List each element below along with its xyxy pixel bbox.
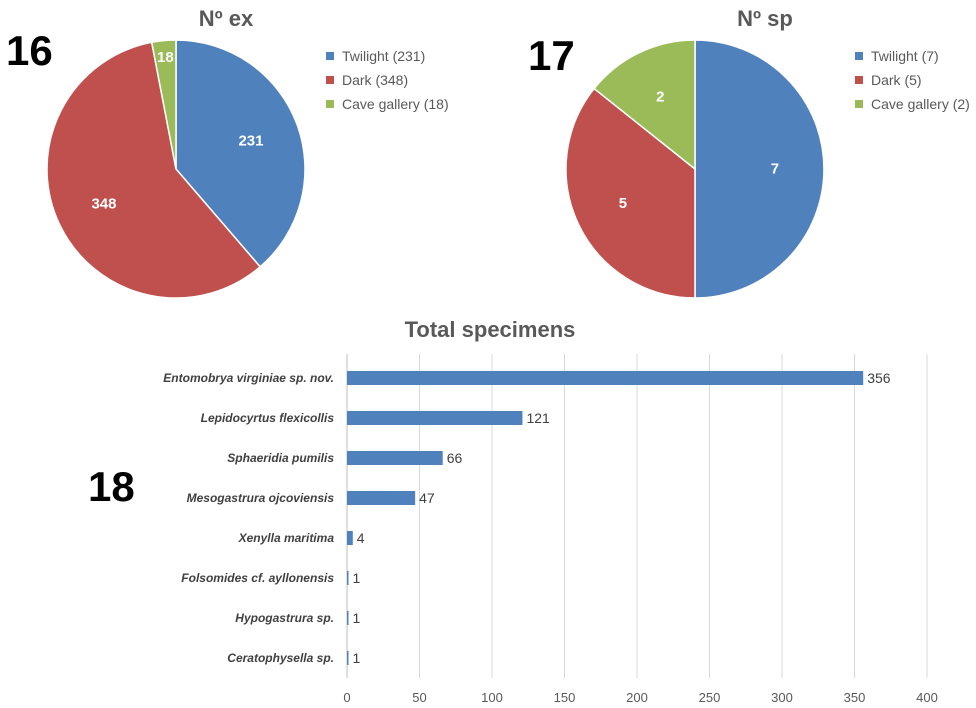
category-label: Sphaeridia pumilis: [227, 451, 334, 465]
bar-hypogastrura-sp: [347, 611, 349, 625]
x-tick-label: 100: [481, 690, 503, 705]
pie-data-label-twilight: 7: [771, 161, 779, 178]
legend-swatch-dark: [326, 76, 334, 84]
bar-data-label: 1: [352, 610, 360, 626]
pie-slice-cave-gallery: [150, 39, 177, 170]
bar-sphaeridia-pumilis: [347, 451, 443, 465]
pie1-title: Nº ex: [198, 6, 254, 31]
pie-data-label-twilight: 231: [238, 133, 263, 150]
legend-swatch-dark: [855, 76, 863, 84]
bar-data-label: 1: [352, 650, 360, 666]
x-tick-label: 250: [699, 690, 721, 705]
legend-item-dark: Dark (348): [326, 68, 449, 92]
legend-swatch-cave-gallery: [326, 100, 334, 108]
pie-data-label-cave-gallery: 2: [656, 88, 664, 105]
legend-label: Dark (348): [342, 72, 409, 88]
legend-label: Dark (5): [871, 72, 922, 88]
bar-data-label: 356: [867, 370, 891, 386]
pie-slice-cave-gallery: [593, 39, 696, 171]
bar-entomobrya-virginiae-sp-nov: [347, 371, 864, 385]
category-label: Mesogastrura ojcoviensis: [187, 491, 335, 505]
bar-lepidocyrtus-flexicollis: [347, 411, 523, 425]
legend-swatch-twilight: [326, 52, 334, 60]
legend-item-twilight: Twilight (231): [326, 44, 449, 68]
pie-slice-twilight: [175, 39, 306, 268]
bar-data-label: 66: [447, 450, 463, 466]
category-label: Entomobrya virginiae sp. nov.: [163, 371, 334, 385]
legend-item-dark: Dark (5): [855, 68, 970, 92]
x-tick-label: 150: [554, 690, 576, 705]
figure-label-16: 16: [6, 27, 53, 74]
category-label: Lepidocyrtus flexicollis: [201, 411, 335, 425]
bar-data-label: 121: [526, 410, 550, 426]
category-label: Hypogastrura sp.: [235, 611, 334, 625]
bar-ceratophysella-sp: [347, 651, 349, 665]
pie-slice-dark: [46, 41, 262, 299]
pie-chart-1: 231 348 18: [46, 39, 306, 299]
pie1-legend: Twilight (231) Dark (348) Cave gallery (…: [326, 44, 449, 116]
bar-data-label: 4: [357, 530, 365, 546]
x-tick-label: 400: [916, 690, 938, 705]
category-label: Ceratophysella sp.: [227, 651, 334, 665]
legend-label: Cave gallery (18): [342, 96, 449, 112]
bar-folsomides-cf-ayllonensis: [347, 571, 349, 585]
bar-xenylla-maritima: [347, 531, 353, 545]
bar-data-label: 47: [419, 490, 435, 506]
legend-item-twilight: Twilight (7): [855, 44, 970, 68]
pie-chart-2: 7 5 2: [565, 39, 825, 299]
legend-label: Twilight (7): [871, 48, 939, 64]
pie-data-label-dark: 5: [619, 195, 627, 212]
x-tick-label: 0: [343, 690, 350, 705]
x-tick-label: 350: [844, 690, 866, 705]
bar-chart: 0 50 100 150 200 250 300 350 400 Entomobrya virgi…: [163, 354, 938, 705]
x-tick-label: 300: [771, 690, 793, 705]
pie-data-label-cave-gallery: 18: [157, 49, 174, 66]
legend-item-cave-gallery: Cave gallery (18): [326, 92, 449, 116]
x-tick-label: 50: [412, 690, 426, 705]
bar-chart-title: Total specimens: [404, 317, 576, 342]
category-label: Folsomides cf. ayllonensis: [181, 571, 334, 585]
legend-label: Twilight (231): [342, 48, 426, 64]
pie2-legend: Twilight (7) Dark (5) Cave gallery (2): [855, 44, 970, 116]
pie2-title: Nº sp: [737, 6, 793, 31]
category-label: Xenylla maritima: [238, 531, 335, 545]
bar-mesogastrura-ojcoviensis: [347, 491, 416, 505]
pie-slice-twilight: [694, 39, 825, 299]
x-tick-label: 200: [626, 690, 648, 705]
legend-swatch-cave-gallery: [855, 100, 863, 108]
pie-slice-dark: [565, 87, 696, 299]
legend-swatch-twilight: [855, 52, 863, 60]
legend-item-cave-gallery: Cave gallery (2): [855, 92, 970, 116]
legend-label: Cave gallery (2): [871, 96, 970, 112]
pie-data-label-dark: 348: [91, 195, 116, 212]
bar-data-label: 1: [352, 570, 360, 586]
figure-label-17: 17: [528, 32, 575, 79]
figure-label-18: 18: [88, 463, 135, 510]
